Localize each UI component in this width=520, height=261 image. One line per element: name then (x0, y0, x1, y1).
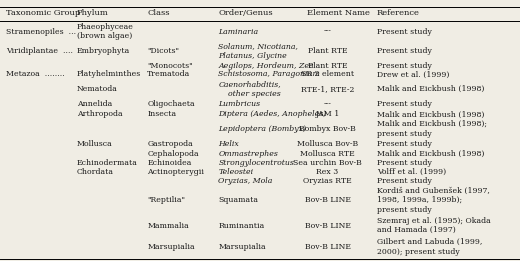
Text: RTE-1, RTE-2: RTE-1, RTE-2 (301, 85, 354, 93)
Text: Volff et al. (1999): Volff et al. (1999) (377, 168, 446, 176)
Text: Bov-B LINE: Bov-B LINE (305, 243, 350, 251)
Text: Present study: Present study (377, 47, 432, 55)
Text: Viridiplantae  ....: Viridiplantae .... (6, 47, 73, 55)
Text: Mollusca RTE: Mollusca RTE (300, 150, 355, 158)
Text: ---: --- (323, 100, 332, 108)
Text: Present study: Present study (377, 140, 432, 148)
Text: Marsupialia: Marsupialia (147, 243, 195, 251)
Text: "Dicots": "Dicots" (147, 47, 179, 55)
Text: Annelida: Annelida (77, 100, 112, 108)
Text: Solanum, Nicotiana,
Platanus, Glycine: Solanum, Nicotiana, Platanus, Glycine (218, 42, 298, 60)
Text: Insecta: Insecta (147, 110, 176, 118)
Text: Schistosoma, Paragonium: Schistosoma, Paragonium (218, 70, 320, 79)
Text: Ommastrephes: Ommastrephes (218, 150, 278, 158)
Text: Phaeophyceae
(brown algae): Phaeophyceae (brown algae) (77, 23, 134, 40)
Text: "Reptilia": "Reptilia" (147, 196, 185, 204)
Text: "Monocots": "Monocots" (147, 62, 193, 70)
Text: Malik and Eickbush (1998): Malik and Eickbush (1998) (377, 110, 484, 118)
Text: Drew et al. (1999): Drew et al. (1999) (377, 70, 449, 79)
Text: Sea urchin Bov-B: Sea urchin Bov-B (293, 159, 362, 167)
Text: Reference: Reference (377, 9, 420, 17)
Text: Present study: Present study (377, 62, 432, 70)
Text: Bov-B LINE: Bov-B LINE (305, 196, 350, 204)
Text: Class: Class (147, 9, 170, 17)
Text: Laminaria: Laminaria (218, 28, 258, 35)
Text: Strongylocentrotus: Strongylocentrotus (218, 159, 294, 167)
Text: JAM 1: JAM 1 (316, 110, 340, 118)
Text: Teleostei: Teleostei (218, 168, 254, 176)
Text: Bombyx Bov-B: Bombyx Bov-B (299, 125, 356, 133)
Text: Gilbert and Labuda (1999,
2000); present study: Gilbert and Labuda (1999, 2000); present… (377, 238, 483, 256)
Text: Aegilops, Hordeum, Zea: Aegilops, Hordeum, Zea (218, 62, 314, 70)
Text: Malik and Eickbush (1998): Malik and Eickbush (1998) (377, 150, 484, 158)
Text: Trematoda: Trematoda (147, 70, 190, 79)
Text: Rex 3: Rex 3 (317, 168, 339, 176)
Text: Platyhelminthes: Platyhelminthes (77, 70, 141, 79)
Text: Order/Genus: Order/Genus (218, 9, 273, 17)
Text: Arthropoda: Arthropoda (77, 110, 123, 118)
Text: Plant RTE: Plant RTE (308, 47, 347, 55)
Text: Oryzias RTE: Oryzias RTE (303, 177, 352, 185)
Text: Present study: Present study (377, 159, 432, 167)
Text: Echinodermata: Echinodermata (77, 159, 138, 167)
Text: Caenorhabditis,
    other species: Caenorhabditis, other species (218, 80, 281, 98)
Text: Kordiš and Gubenšek (1997,
1998, 1999a, 1999b);
present study: Kordiš and Gubenšek (1997, 1998, 1999a, … (377, 187, 490, 213)
Text: Phylum: Phylum (77, 9, 109, 17)
Text: Squamata: Squamata (218, 196, 258, 204)
Text: ---: --- (323, 28, 332, 35)
Text: Present study: Present study (377, 28, 432, 35)
Text: Marsupialia: Marsupialia (218, 243, 266, 251)
Text: SR 2 element: SR 2 element (301, 70, 354, 79)
Text: Metazoa  ........: Metazoa ........ (6, 70, 65, 79)
Text: Mollusca: Mollusca (77, 140, 113, 148)
Text: Szemraj et al. (1995); Okada
and Hamada (1997): Szemraj et al. (1995); Okada and Hamada … (377, 217, 491, 234)
Text: Actinopterygii: Actinopterygii (147, 168, 204, 176)
Text: Taxonomic Group: Taxonomic Group (6, 9, 81, 17)
Text: Present study: Present study (377, 177, 432, 185)
Text: Chordata: Chordata (77, 168, 114, 176)
Text: Ruminantia: Ruminantia (218, 222, 265, 230)
Text: Cephalopoda: Cephalopoda (147, 150, 199, 158)
Text: Bov-B LINE: Bov-B LINE (305, 222, 350, 230)
Text: Helix: Helix (218, 140, 239, 148)
Text: Oryzias, Mola: Oryzias, Mola (218, 177, 273, 185)
Text: Present study: Present study (377, 100, 432, 108)
Text: Diptera (Aedes, Anopheles): Diptera (Aedes, Anopheles) (218, 110, 327, 118)
Text: Mammalia: Mammalia (147, 222, 189, 230)
Text: Mollusca Bov-B: Mollusca Bov-B (297, 140, 358, 148)
Text: Element Name: Element Name (307, 9, 370, 17)
Text: Lepidoptera (Bombyx): Lepidoptera (Bombyx) (218, 125, 306, 133)
Text: Embryophyta: Embryophyta (77, 47, 130, 55)
Text: Gastropoda: Gastropoda (147, 140, 193, 148)
Text: Oligochaeta: Oligochaeta (147, 100, 195, 108)
Text: Stramenopiles  ...: Stramenopiles ... (6, 28, 76, 35)
Text: Plant RTE: Plant RTE (308, 62, 347, 70)
Text: Echinoidea: Echinoidea (147, 159, 191, 167)
Text: Lumbricus: Lumbricus (218, 100, 261, 108)
Text: Malik and Eickbush (1998): Malik and Eickbush (1998) (377, 85, 484, 93)
Text: Malik and Eickbush (1998);
present study: Malik and Eickbush (1998); present study (377, 120, 487, 138)
Text: Nematoda: Nematoda (77, 85, 118, 93)
